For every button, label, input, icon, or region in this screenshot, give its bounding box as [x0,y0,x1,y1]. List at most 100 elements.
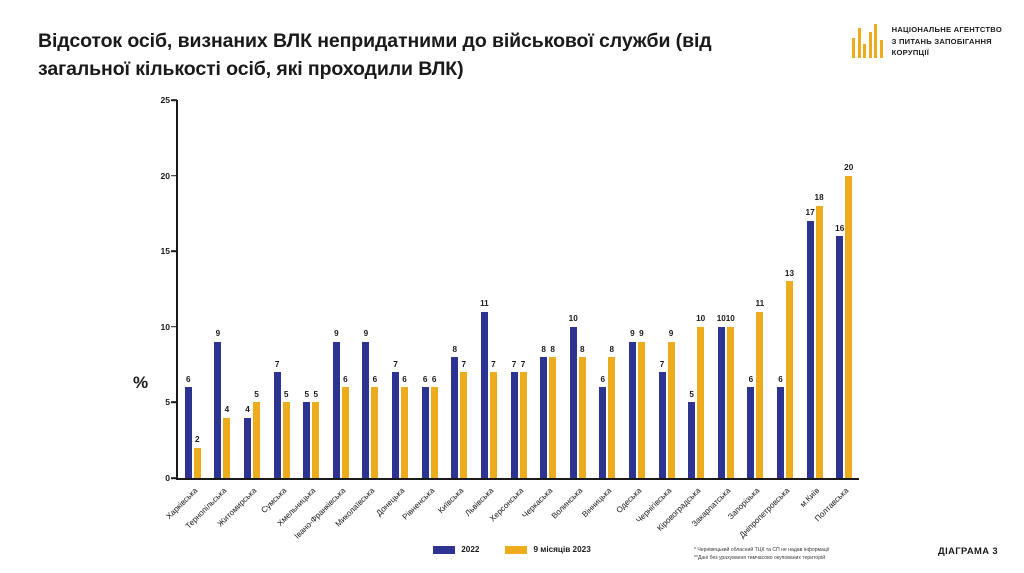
logo-text: НАЦІОНАЛЬНЕ АГЕНТСТВО З ПИТАНЬ ЗАПОБІГАН… [891,25,1002,58]
legend-label: 2022 [461,545,480,554]
x-label-cell: Житомирська [216,484,267,573]
bar-value-label: 9 [215,329,221,339]
bar-2022: 11 [480,299,489,478]
bar-2022: 6 [747,375,755,478]
bar-2023: 7 [460,360,468,478]
bar-value-label: 6 [402,374,407,384]
bar-2023: 6 [371,375,379,478]
bar-2023: 6 [341,375,349,478]
bar-value-label: 6 [748,374,754,384]
bar-value-label: 6 [372,374,378,384]
bar-2023: 10 [696,314,705,478]
x-axis-line [176,478,859,480]
bar-2023: 5 [282,390,290,478]
bar-2023: 7 [519,360,527,478]
bar-group: 10 10 [711,100,741,478]
bar-group: 17 18 [800,100,830,478]
bar-2022: 9 [214,329,222,478]
bar-2023: 4 [223,405,231,478]
bar-value-label: 7 [393,359,398,369]
bar-2022: 6 [776,375,784,478]
bar-value-label: 9 [334,329,339,339]
bar-2022: 9 [362,329,370,478]
bar-value-label: 13 [784,268,795,278]
bar-value-label: 7 [511,359,517,369]
bar-value-label: 4 [224,405,230,415]
legend-label: 9 місяців 2023 [533,545,591,554]
bar-value-label: 5 [689,389,694,399]
bar-2022: 8 [540,345,548,478]
bar-2023: 18 [815,193,824,478]
x-label-cell: Черкаська [520,484,563,573]
bar-2023: 20 [844,163,853,478]
bar-2023: 8 [549,345,557,478]
x-label-cell: Донецька [375,484,415,573]
bar-2022: 5 [688,390,696,478]
bar-value-label: 18 [814,193,824,203]
bar-2023: 11 [756,299,764,478]
bar-2022: 9 [628,329,636,478]
bar-value-label: 6 [186,374,191,384]
bar-2023: 6 [430,375,438,478]
bar-2023: 8 [608,345,616,478]
legend-item[interactable]: 9 місяців 2023 [505,545,591,554]
bar-groups: 6 2 9 4 4 5 7 5 5 5 9 6 9 6 7 6 6 6 8 7 11 7 7 7 8 8 10 8 6 8 9 9 7 9 5 10 1… [178,100,859,478]
y-tick-label: 5 [165,397,170,408]
y-tick-mark [171,477,177,479]
x-label-cell: Одеська [614,484,652,573]
bar-value-label: 7 [274,359,280,369]
bar-2022: 6 [184,375,192,478]
bar-2022: 10 [717,314,726,478]
bar-2022: 4 [244,405,252,478]
y-tick-mark [171,250,177,252]
x-label-cell: Херсонська [487,484,534,573]
legend-item[interactable]: 2022 [433,545,479,554]
bar-value-label: 2 [195,435,200,445]
bar-2022: 7 [658,360,666,478]
x-label-cell: Львівська [463,484,504,573]
bar-2023: 6 [401,375,409,478]
y-tick-label: 0 [165,473,170,483]
bar-value-label: 10 [716,314,726,324]
organization-logo: НАЦІОНАЛЬНЕ АГЕНТСТВО З ПИТАНЬ ЗАПОБІГАН… [852,24,1002,59]
bar-2023: 9 [667,329,675,478]
bar-group: 16 20 [829,100,859,478]
bar-2023: 7 [489,360,497,478]
bar-value-label: 7 [659,359,665,369]
bar-group: 5 10 [681,100,711,478]
bar-value-label: 6 [431,374,437,384]
y-axis-label: % [133,373,149,392]
bar-2022: 10 [569,314,578,478]
bar-value-label: 8 [541,344,546,354]
y-tick-label: 25 [160,95,170,105]
bar-value-label: 8 [452,344,458,354]
x-tick-label: м.Київ [797,486,821,510]
bar-value-label: 6 [778,374,783,384]
bar-group: 6 11 [741,100,771,478]
bar-group: 6 13 [770,100,800,478]
y-tick-mark [171,99,177,101]
bar-value-label: 6 [343,374,348,384]
footnotes: * Чернівецький обласний ТЦК та СП не над… [694,546,829,563]
x-label-cell: Вінницька [581,484,623,573]
bar-value-label: 11 [480,299,489,309]
bar-value-label: 9 [668,329,674,339]
x-label-cell: Сумська [259,484,297,573]
bar-2022: 9 [332,329,340,478]
bar-2023: 5 [312,390,320,478]
bar-2022: 7 [510,360,518,478]
y-tick-mark [171,401,177,404]
bar-value-label: 11 [755,299,765,309]
x-label-cell: Харківська [164,484,208,573]
bar-2022: 6 [421,375,429,478]
